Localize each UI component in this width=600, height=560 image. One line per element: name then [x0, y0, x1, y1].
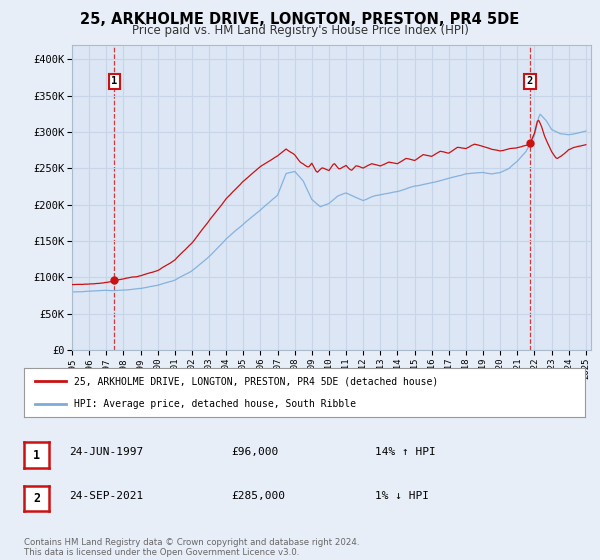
- Text: Contains HM Land Registry data © Crown copyright and database right 2024.
This d: Contains HM Land Registry data © Crown c…: [24, 538, 359, 557]
- Text: 2: 2: [33, 492, 40, 505]
- Text: 24-SEP-2021: 24-SEP-2021: [69, 491, 143, 501]
- Text: 1: 1: [33, 449, 40, 462]
- Text: 25, ARKHOLME DRIVE, LONGTON, PRESTON, PR4 5DE (detached house): 25, ARKHOLME DRIVE, LONGTON, PRESTON, PR…: [74, 376, 439, 386]
- Text: 1: 1: [112, 76, 118, 86]
- Text: 2: 2: [527, 76, 533, 86]
- Text: 24-JUN-1997: 24-JUN-1997: [69, 447, 143, 458]
- Text: 25, ARKHOLME DRIVE, LONGTON, PRESTON, PR4 5DE: 25, ARKHOLME DRIVE, LONGTON, PRESTON, PR…: [80, 12, 520, 27]
- Text: £96,000: £96,000: [231, 447, 278, 458]
- Text: 1% ↓ HPI: 1% ↓ HPI: [375, 491, 429, 501]
- Text: HPI: Average price, detached house, South Ribble: HPI: Average price, detached house, Sout…: [74, 399, 356, 409]
- Text: 14% ↑ HPI: 14% ↑ HPI: [375, 447, 436, 458]
- Text: Price paid vs. HM Land Registry's House Price Index (HPI): Price paid vs. HM Land Registry's House …: [131, 24, 469, 36]
- Text: £285,000: £285,000: [231, 491, 285, 501]
